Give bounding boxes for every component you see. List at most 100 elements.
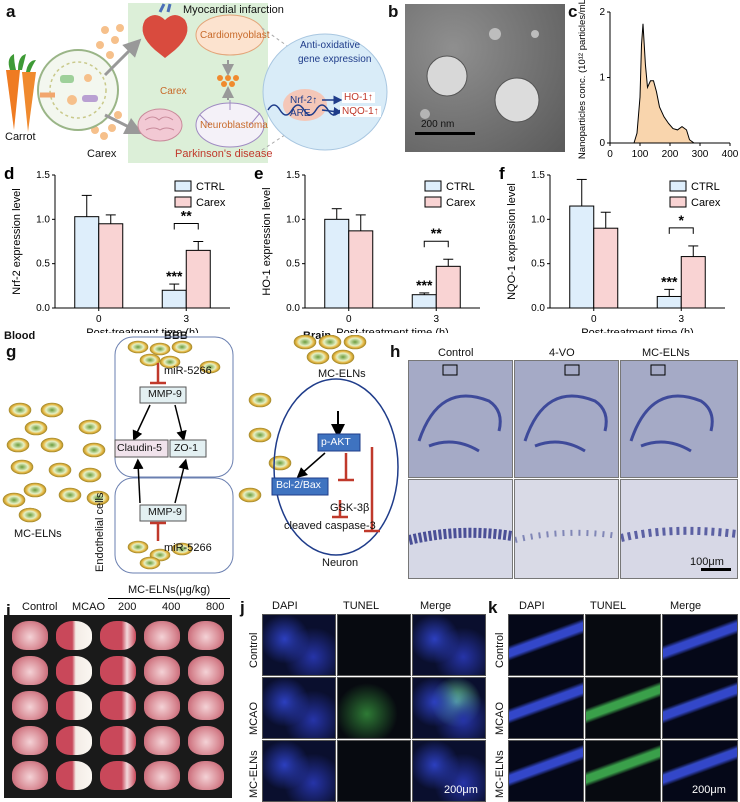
c-y-tick-label: 2 [599, 7, 605, 18]
e-legend-label: Carex [446, 197, 476, 209]
nrf2-blob [283, 89, 327, 121]
ho1-label: HO-1↑ [342, 92, 375, 103]
d-y-tick-label: 1.0 [36, 214, 50, 225]
pathway-diagram [2, 335, 399, 574]
grid-k-tile [662, 614, 738, 676]
blood-label: Blood [4, 330, 36, 342]
e-legend-label: CTRL [446, 181, 475, 193]
e-bar [348, 230, 374, 309]
h-control-overview [408, 360, 513, 478]
nta-chart: 0 100 200 300 400 0 1 2 Nanoparticles conc. (10¹… [577, 0, 739, 160]
bar-chart-f: f0.00.51.01.50 3****CTRLCarexPost-treatme… [499, 164, 725, 333]
f-x-axis-label: Post-treatment time (h) [581, 327, 693, 333]
e-significance-bracket [423, 240, 449, 248]
grid-k-tile [508, 614, 584, 676]
c-x-tick-label: 300 [692, 149, 709, 160]
j-row-mcao: MCAO [248, 702, 260, 735]
e-bar [324, 218, 350, 309]
ttc-brain-slice [56, 726, 92, 755]
d-y-tick-label: 0.5 [36, 259, 50, 270]
f-bracket-stars: * [679, 212, 685, 228]
antioxidative-label-2: gene expression [298, 54, 372, 65]
heart-icon [142, 3, 188, 58]
e-significance-stars: *** [416, 277, 433, 293]
pakt-label: p-AKT [321, 436, 351, 448]
e-bracket-stars: ** [431, 225, 442, 241]
f-bar [569, 205, 595, 309]
i-col-200: 200 [118, 601, 137, 613]
grid-k-tile [662, 677, 738, 739]
ttc-brain-slice [100, 726, 136, 755]
d-significance-bracket [173, 223, 199, 230]
f-y-tick-label: 1.5 [531, 170, 545, 181]
f-x-tick-label: 3 [678, 314, 684, 325]
ttc-brain-slice [56, 621, 92, 650]
ttc-brain-slice [144, 621, 180, 650]
cardiomyoblast-cell [195, 14, 265, 56]
pakt-box [317, 433, 361, 452]
k-row-mcelns: MC-ELNs [494, 750, 506, 798]
mmp9-bottom-label: MMP-9 [148, 506, 182, 518]
myocardial-label: Myocardial infarction [183, 4, 284, 16]
ttc-brain-slice [56, 656, 92, 685]
k-row-control: Control [494, 632, 506, 668]
tem-image: 200 nm [405, 4, 565, 152]
h-control-zoom [408, 479, 513, 579]
d-y-axis-label: Nrf-2 expression level [11, 188, 23, 294]
f-x-tick-label: 0 [591, 314, 597, 325]
h-col-control: Control [438, 347, 474, 359]
e-y-tick-label: 0.0 [286, 303, 300, 314]
panel-label-b: b [388, 2, 399, 21]
panel-label-c: c [568, 2, 578, 21]
d-x-tick-label: 0 [96, 314, 102, 325]
d-bar [74, 216, 100, 309]
h-scale-label: 100μm [690, 556, 724, 568]
tem-particles [415, 28, 540, 135]
ttc-brain-slice [144, 656, 180, 685]
ttc-slices-panel [4, 615, 232, 798]
mmp9-top-box [139, 386, 187, 404]
grid-j-tile [412, 614, 486, 676]
c-x-tick-label: 0 [607, 149, 613, 160]
neuroblastoma-label: Neuroblastoma [200, 120, 268, 131]
h-mcelns-zoom [620, 479, 738, 579]
f-significance-bracket [668, 227, 694, 234]
d-legend-label: Carex [196, 197, 226, 209]
f-y-tick-label: 0.5 [531, 259, 545, 270]
grid-j-tile [262, 614, 336, 676]
grid-k-tile [662, 740, 738, 802]
f-bar [680, 256, 706, 309]
k-scale-label: 200μm [692, 784, 726, 796]
i-col-mcao: MCAO [72, 601, 105, 613]
d-bracket-stars: ** [181, 208, 192, 224]
f-y-tick-label: 0.0 [531, 303, 545, 314]
i-col-400: 400 [162, 601, 181, 613]
caspase3-label: cleaved caspase-3 [284, 520, 376, 532]
grid-j-tile [337, 740, 411, 802]
i-col-800: 800 [206, 601, 225, 613]
zo1-label: ZO-1 [174, 442, 198, 454]
k-col-merge: Merge [670, 600, 702, 612]
panel-label-e: e [254, 164, 263, 183]
c-size-distribution-area [633, 23, 696, 144]
endothelial-label: Endothelial cells [94, 492, 106, 573]
parkinsons-label: Parkinson's disease [175, 148, 273, 160]
d-legend-swatch [174, 180, 192, 192]
d-legend-label: CTRL [196, 181, 225, 193]
j-row-mcelns: MC-ELNs [248, 750, 260, 798]
bcl2-box [271, 477, 329, 496]
e-legend-swatch [424, 196, 442, 208]
ttc-brain-slice [188, 621, 224, 650]
d-bar [98, 223, 124, 309]
h-col-mcelns: MC-ELNs [642, 347, 690, 359]
f-legend-swatch [669, 196, 687, 208]
panel-label-i: i [6, 601, 11, 620]
panel-label-a: a [6, 2, 16, 21]
grid-j-tile [412, 740, 486, 802]
k-col-tunel: TUNEL [590, 600, 627, 612]
ttc-brain-slice [12, 691, 48, 720]
grid-k-tile [585, 614, 661, 676]
panel-label-g: g [6, 342, 17, 361]
ttc-brain-slice [12, 726, 48, 755]
grid-k-tile [508, 677, 584, 739]
